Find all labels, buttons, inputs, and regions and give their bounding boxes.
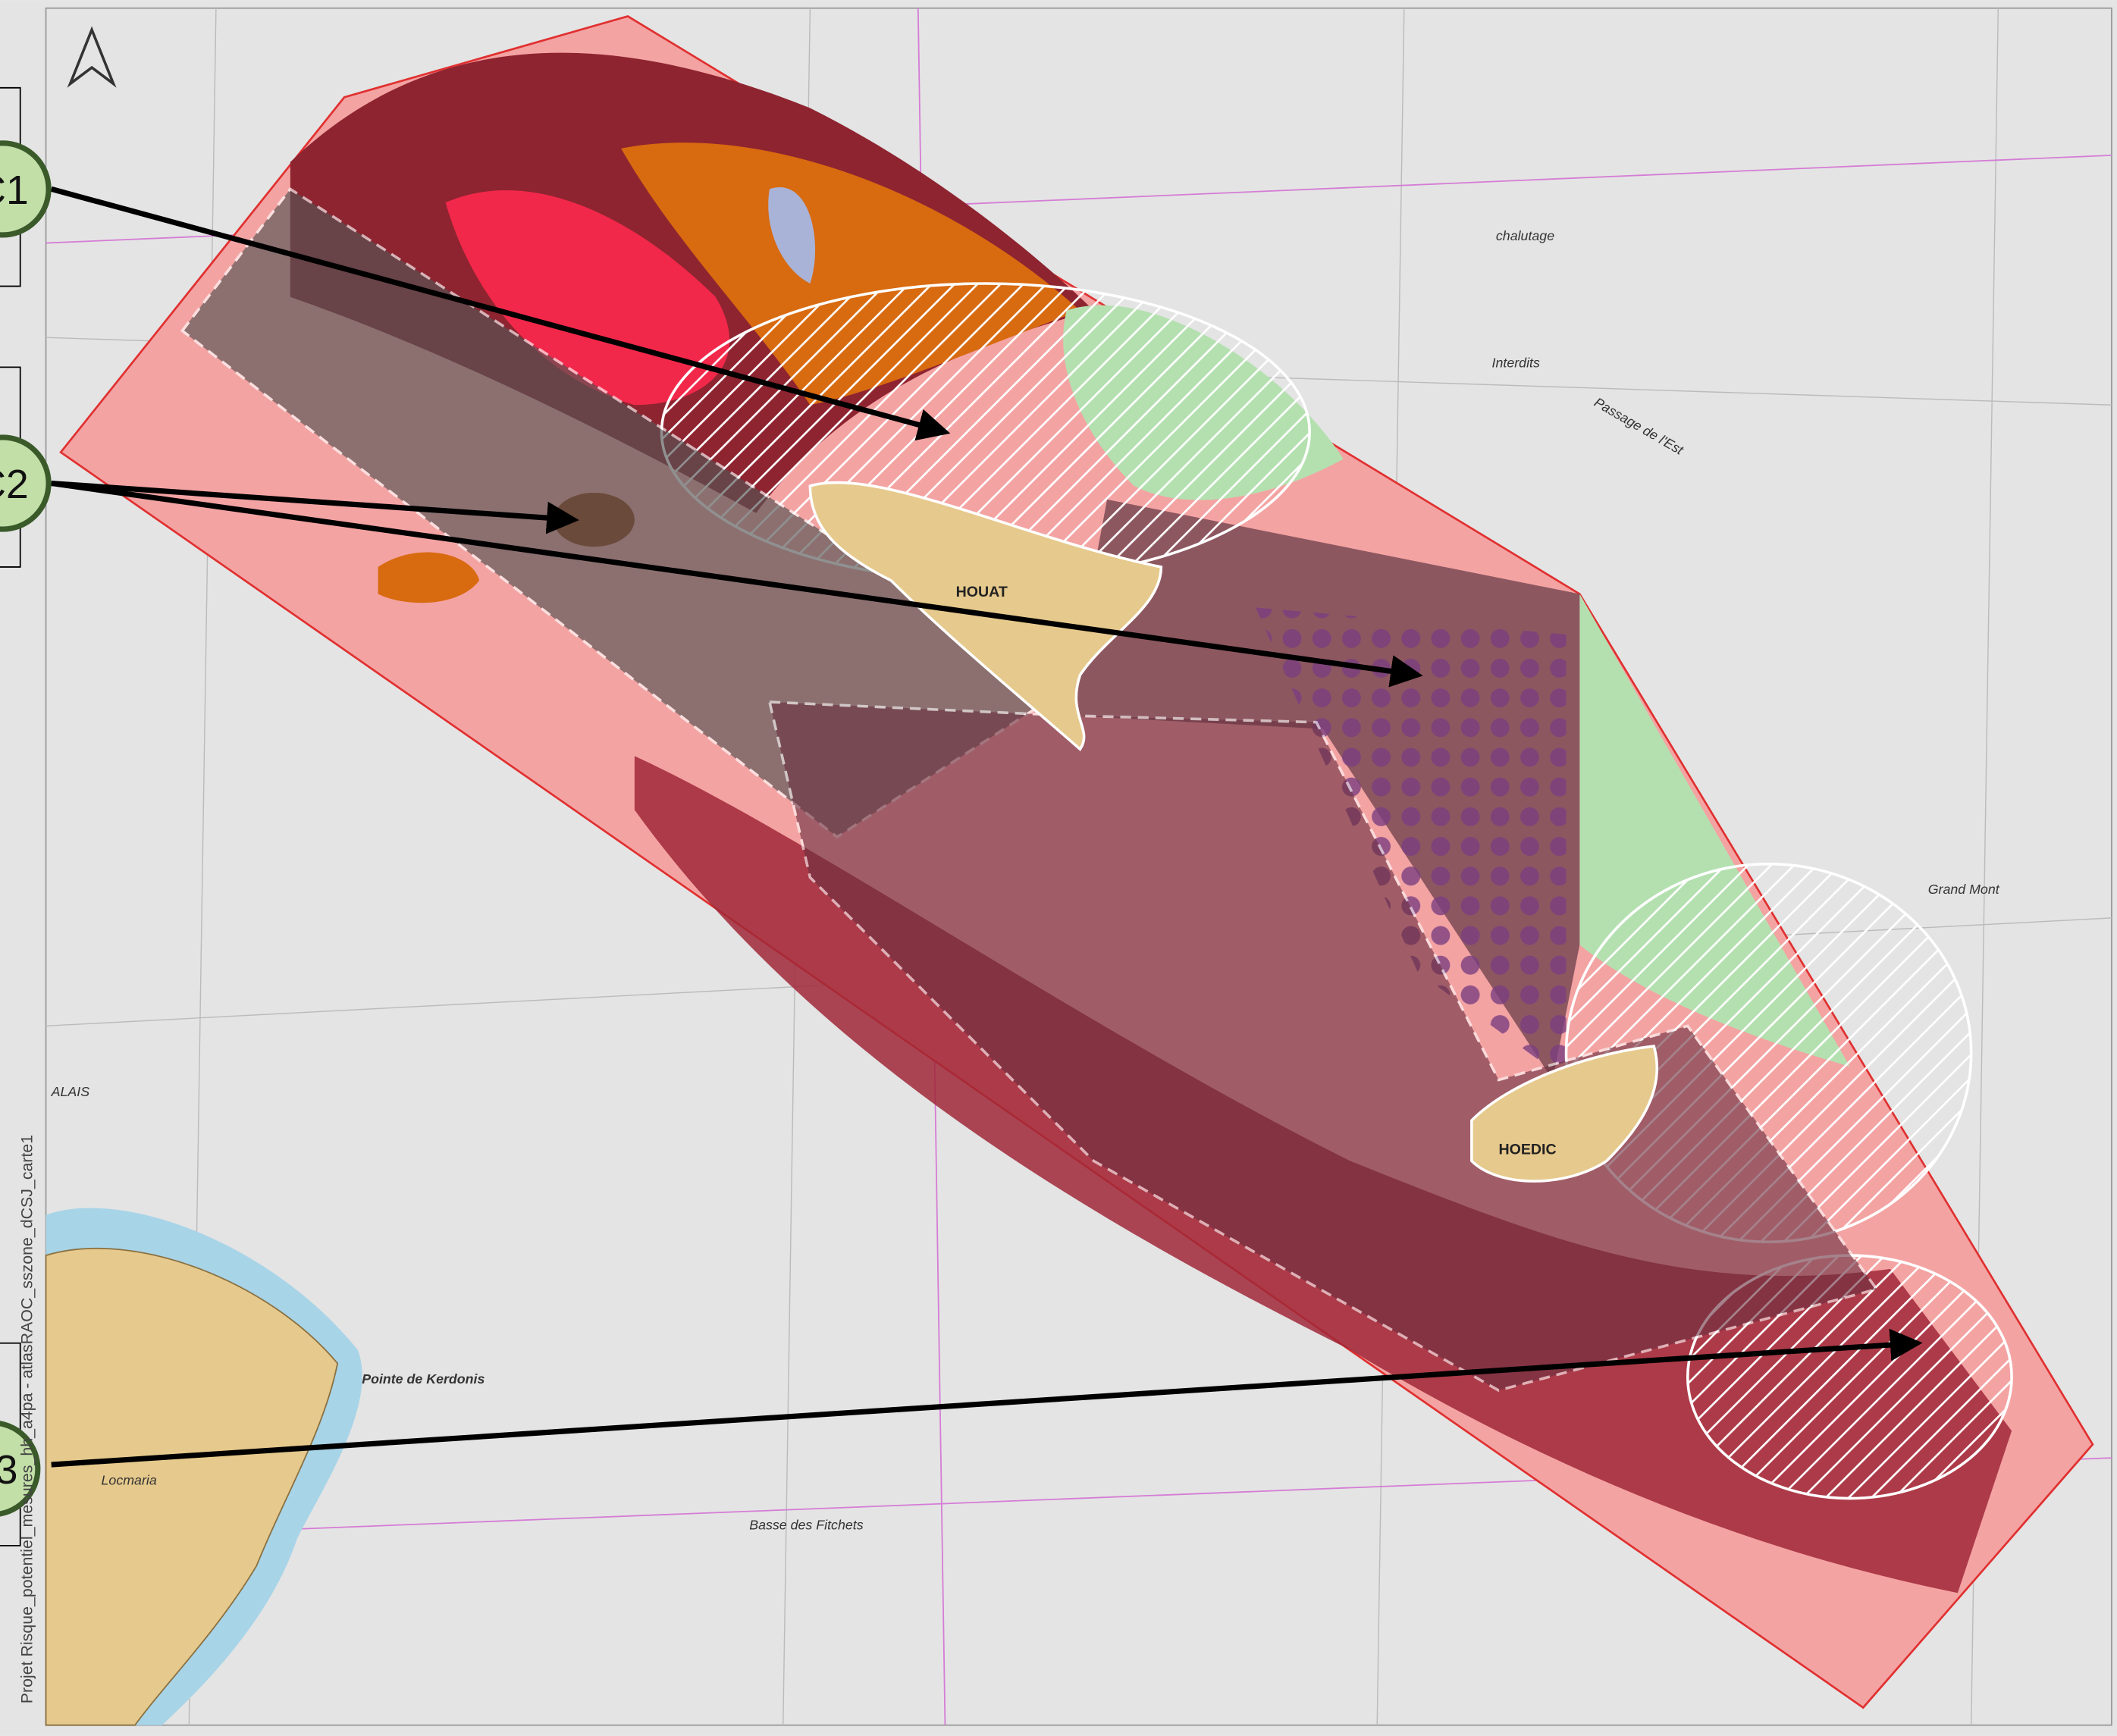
callout-label: C1 — [0, 168, 29, 213]
habitat-blue — [768, 187, 816, 284]
place-name: Interdits — [1492, 355, 1540, 370]
north-arrow — [67, 26, 117, 88]
callouts: C1 C2 C3 — [0, 140, 52, 1517]
sub-zone — [767, 700, 1879, 1393]
habitat-orange — [378, 552, 480, 603]
footer: Projet Risque_potentiel_mesures_hh_a4pa … — [18, 1135, 36, 1703]
place-name: Pointe de Kerdonis — [362, 1371, 485, 1387]
dotted-area — [1255, 607, 1567, 1080]
place-name: HOEDIC — [1498, 1141, 1556, 1158]
place-name: Locmaria — [102, 1473, 157, 1488]
callout-circle — [0, 140, 52, 238]
place-name: chalutage — [1496, 228, 1554, 243]
callout-label: C3 — [0, 1448, 17, 1493]
place-name: Grand Mont — [1928, 882, 2000, 897]
callout-circle — [0, 434, 52, 532]
callout-circle — [0, 1421, 41, 1517]
frame — [45, 7, 2112, 1726]
place-name: ALAIS — [51, 1084, 90, 1099]
place-name: Basse des Fitchets — [749, 1517, 863, 1532]
callout-arrows — [50, 186, 1923, 1468]
callout-label: C2 — [0, 462, 29, 507]
island-hoedic — [1470, 1045, 1659, 1183]
place-name: HOUAT — [956, 584, 1008, 600]
